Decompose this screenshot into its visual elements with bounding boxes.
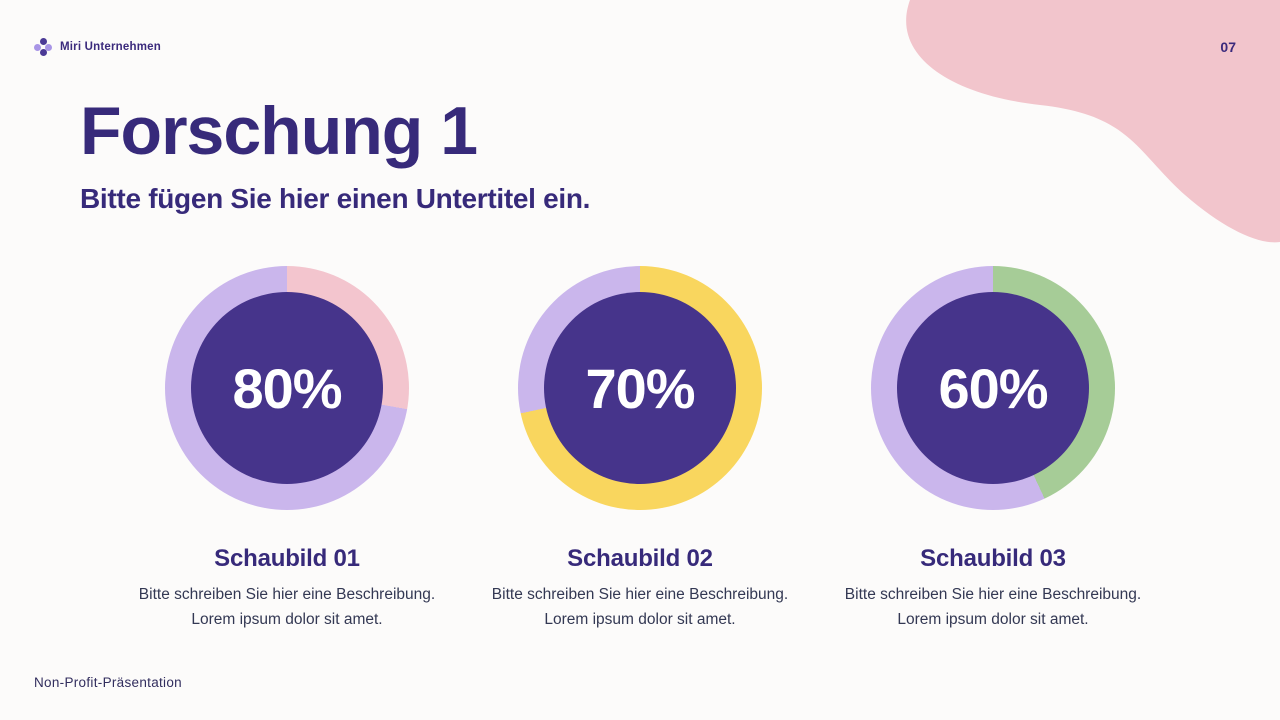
donut-center-2: 70% bbox=[544, 292, 736, 484]
slide-footer: Non-Profit-Präsentation bbox=[34, 675, 182, 690]
chart-desc-line1: Bitte schreiben Sie hier eine Beschreibu… bbox=[138, 586, 436, 603]
slide-subtitle: Bitte fügen Sie hier einen Untertitel ei… bbox=[80, 183, 591, 215]
chart-heading-2: Schaubild 02 bbox=[567, 545, 713, 572]
chart-desc-line2: Lorem ipsum dolor sit amet. bbox=[544, 611, 736, 628]
donut-center-1: 80% bbox=[191, 292, 383, 484]
title-block: Forschung 1 Bitte fügen Sie hier einen U… bbox=[80, 93, 591, 215]
slide-header: Miri Unternehmen 07 bbox=[34, 38, 1236, 56]
chart-description-3: Bitte schreiben Sie hier eine Beschreibu… bbox=[845, 582, 1141, 632]
donut-chart-3: 60% bbox=[871, 266, 1115, 510]
chart-card-3: 60% Schaubild 03 Bitte schreiben Sie hie… bbox=[821, 266, 1166, 632]
chart-description-1: Bitte schreiben Sie hier eine Beschreibu… bbox=[139, 582, 435, 632]
percent-label-2: 70% bbox=[585, 356, 695, 420]
page-number: 07 bbox=[1220, 39, 1236, 55]
charts-row: 80% Schaubild 01 Bitte schreiben Sie hie… bbox=[0, 266, 1280, 632]
chart-card-1: 80% Schaubild 01 Bitte schreiben Sie hie… bbox=[115, 266, 460, 632]
percent-label-3: 60% bbox=[938, 356, 1048, 420]
chart-description-2: Bitte schreiben Sie hier eine Beschreibu… bbox=[492, 582, 788, 632]
chart-heading-1: Schaubild 01 bbox=[214, 545, 360, 572]
chart-card-2: 70% Schaubild 02 Bitte schreiben Sie hie… bbox=[468, 266, 813, 632]
blob-shape bbox=[906, 0, 1280, 243]
brand-name: Miri Unternehmen bbox=[60, 41, 161, 53]
percent-label-1: 80% bbox=[232, 356, 342, 420]
donut-chart-2: 70% bbox=[518, 266, 762, 510]
slide-title: Forschung 1 bbox=[80, 93, 478, 169]
chart-desc-line2: Lorem ipsum dolor sit amet. bbox=[191, 611, 383, 628]
donut-center-3: 60% bbox=[897, 292, 1089, 484]
chart-desc-line1: Bitte schreiben Sie hier eine Beschreibu… bbox=[844, 586, 1142, 603]
donut-chart-1: 80% bbox=[165, 266, 409, 510]
brand: Miri Unternehmen bbox=[34, 38, 161, 56]
chart-desc-line1: Bitte schreiben Sie hier eine Beschreibu… bbox=[491, 586, 789, 603]
decorative-blob bbox=[880, 0, 1280, 270]
brand-logo-icon bbox=[34, 38, 52, 56]
chart-heading-3: Schaubild 03 bbox=[920, 545, 1066, 572]
chart-desc-line2: Lorem ipsum dolor sit amet. bbox=[897, 611, 1089, 628]
